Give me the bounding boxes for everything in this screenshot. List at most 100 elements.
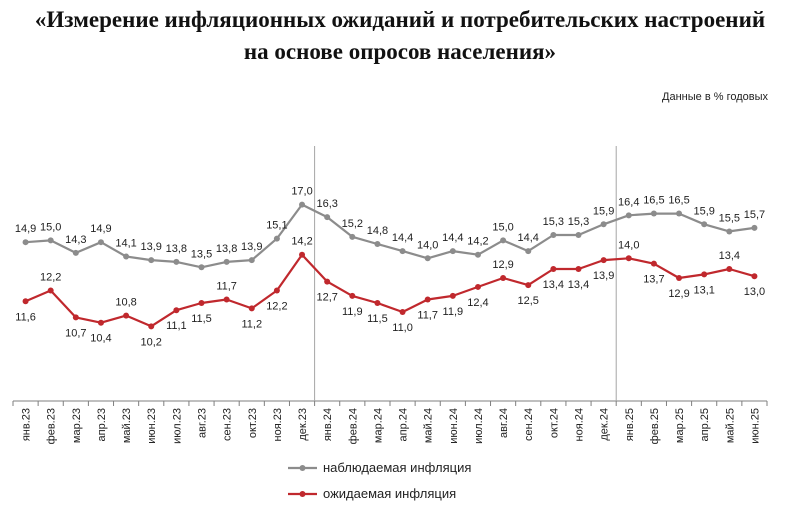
observed-point [550, 232, 557, 239]
x-tick-label: авг.24 [498, 408, 510, 438]
expected-point [22, 298, 29, 305]
data-label: 14,4 [442, 232, 463, 244]
observed-point [148, 257, 155, 264]
data-label: 15,5 [719, 212, 740, 224]
data-label: 11,5 [367, 313, 388, 325]
data-label: 14,9 [15, 223, 36, 235]
observed-point [299, 201, 306, 208]
data-label: 15,3 [568, 216, 589, 228]
expected-point [625, 255, 632, 262]
data-label: 11,1 [166, 320, 187, 332]
x-tick-label: авг.23 [197, 408, 209, 438]
data-label: 15,0 [40, 221, 61, 233]
data-label: 17,0 [291, 186, 312, 198]
x-tick-label: май.24 [423, 408, 435, 443]
observed-line [25, 203, 755, 269]
data-label: 10,8 [115, 297, 136, 309]
data-label: 14,8 [367, 225, 388, 237]
expected-point [550, 266, 557, 273]
x-tick-label: июн.25 [749, 408, 761, 444]
observed-point [349, 233, 356, 240]
data-label: 13,4 [568, 279, 589, 291]
x-tick-label: фев.24 [347, 408, 359, 444]
x-tick-label: сен.23 [222, 408, 234, 441]
x-tick-label: апр.23 [96, 408, 108, 441]
data-label: 14,0 [417, 239, 438, 251]
legend-marker [299, 465, 306, 471]
x-tick-label: май.25 [724, 408, 736, 443]
data-label: 14,2 [467, 236, 488, 248]
data-label: 10,2 [141, 336, 162, 348]
data-label: 13,9 [141, 241, 162, 253]
data-label: 12,4 [467, 297, 488, 309]
data-label: 13,7 [643, 274, 664, 286]
data-label: 11,9 [342, 306, 363, 318]
data-label: 15,9 [593, 205, 614, 217]
observed-point [248, 257, 255, 264]
observed-point [751, 224, 758, 231]
x-tick-label: май.23 [121, 408, 133, 443]
data-label: 16,4 [618, 196, 639, 208]
observed-point [72, 249, 79, 256]
x-tick-label: июн.24 [448, 408, 460, 444]
expected-point [424, 296, 431, 303]
x-tick-label: сен.24 [523, 408, 535, 441]
data-label: 13,1 [693, 284, 714, 296]
data-label: 13,8 [216, 243, 237, 255]
expected-point [248, 305, 255, 312]
data-label: 15,1 [266, 220, 287, 232]
x-tick-label: дек.23 [297, 408, 309, 441]
data-label: 14,4 [518, 232, 539, 244]
expected-point [600, 257, 607, 264]
units-note: Данные в % годовых [662, 91, 768, 103]
expected-point [148, 323, 155, 330]
data-label: 14,2 [291, 236, 312, 248]
data-label: 14,9 [90, 223, 111, 235]
x-tick-label: окт.24 [548, 408, 560, 438]
data-label: 12,2 [40, 272, 61, 284]
data-label: 12,9 [668, 288, 689, 300]
expected-point [751, 273, 758, 280]
observed-point [525, 248, 532, 255]
x-tick-label: мар.24 [372, 408, 384, 443]
x-tick-label: июл.24 [473, 408, 485, 444]
data-label: 11,9 [443, 306, 464, 318]
expected-point [273, 287, 280, 294]
data-label: 11,7 [417, 309, 438, 321]
data-label: 16,5 [668, 195, 689, 207]
expected-point [650, 260, 657, 267]
expected-point [449, 292, 456, 299]
x-tick-label: ноя.24 [574, 408, 586, 441]
observed-point [449, 248, 456, 255]
x-tick-label: апр.25 [699, 408, 711, 441]
legend-observed: наблюдаемая инфляция [323, 460, 471, 475]
legend-expected: ожидаемая инфляция [323, 486, 456, 501]
observed-point [726, 228, 733, 235]
data-label: 11,5 [191, 313, 212, 325]
data-label: 15,0 [492, 221, 513, 233]
legend-marker [299, 491, 306, 497]
data-label: 10,7 [65, 327, 86, 339]
observed-point [500, 237, 507, 244]
x-tick-label: ноя.23 [272, 408, 284, 441]
data-label: 14,4 [392, 232, 413, 244]
x-tick-label: фев.25 [649, 408, 661, 444]
observed-point [474, 251, 481, 258]
expected-point [399, 309, 406, 315]
observed-point [424, 255, 431, 262]
expected-point [299, 251, 306, 258]
expected-point [575, 266, 582, 273]
observed-point [625, 212, 632, 219]
observed-point [399, 248, 406, 255]
observed-point [600, 221, 607, 228]
observed-point [223, 258, 230, 265]
data-label: 12,5 [518, 295, 539, 307]
expected-point [173, 307, 180, 314]
expected-point [97, 319, 104, 326]
x-tick-label: янв.24 [322, 408, 334, 441]
data-label: 14,3 [65, 234, 86, 246]
data-label: 16,3 [316, 198, 337, 210]
observed-point [173, 258, 180, 265]
data-label: 13,4 [543, 279, 564, 291]
